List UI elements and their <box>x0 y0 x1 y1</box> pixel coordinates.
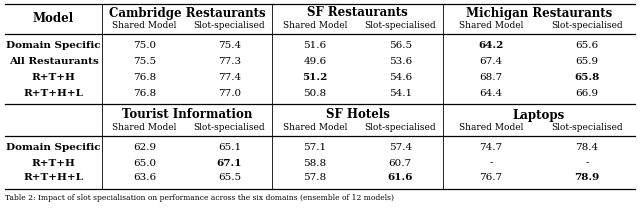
Text: 75.0: 75.0 <box>133 42 156 51</box>
Text: 63.6: 63.6 <box>133 173 156 182</box>
Text: 65.0: 65.0 <box>133 158 156 167</box>
Text: Slot-specialised: Slot-specialised <box>364 123 436 131</box>
Text: Slot-specialised: Slot-specialised <box>364 21 436 30</box>
Text: 65.9: 65.9 <box>575 57 598 67</box>
Text: 68.7: 68.7 <box>479 73 502 83</box>
Text: 78.4: 78.4 <box>575 144 598 152</box>
Text: R+T+H+L: R+T+H+L <box>24 89 83 99</box>
Text: 53.6: 53.6 <box>388 57 412 67</box>
Text: Shared Model: Shared Model <box>283 123 347 131</box>
Text: Shared Model: Shared Model <box>112 21 177 30</box>
Text: R+T+H: R+T+H <box>31 73 76 83</box>
Text: 76.8: 76.8 <box>133 73 156 83</box>
Text: 64.4: 64.4 <box>479 89 502 99</box>
Text: 51.2: 51.2 <box>302 73 328 83</box>
Text: Table 2: Impact of slot specialisation on performance across the six domains (en: Table 2: Impact of slot specialisation o… <box>5 194 394 202</box>
Text: 51.6: 51.6 <box>303 42 326 51</box>
Text: Shared Model: Shared Model <box>283 21 347 30</box>
Text: 54.1: 54.1 <box>388 89 412 99</box>
Text: All Restaurants: All Restaurants <box>8 57 99 67</box>
Text: 66.9: 66.9 <box>575 89 598 99</box>
Text: Slot-specialised: Slot-specialised <box>551 21 623 30</box>
Text: Shared Model: Shared Model <box>459 21 523 30</box>
Text: Shared Model: Shared Model <box>459 123 523 131</box>
Text: 78.9: 78.9 <box>574 173 600 182</box>
Text: R+T+H+L: R+T+H+L <box>24 173 83 182</box>
Text: Tourist Information: Tourist Information <box>122 109 252 121</box>
Text: Shared Model: Shared Model <box>112 123 177 131</box>
Text: Michigan Restaurants: Michigan Restaurants <box>466 6 612 20</box>
Text: 58.8: 58.8 <box>303 158 326 167</box>
Text: Slot-specialised: Slot-specialised <box>194 123 266 131</box>
Text: Slot-specialised: Slot-specialised <box>551 123 623 131</box>
Text: R+T+H: R+T+H <box>31 158 76 167</box>
Text: 61.6: 61.6 <box>387 173 413 182</box>
Text: 60.7: 60.7 <box>388 158 412 167</box>
Text: Cambridge Restaurants: Cambridge Restaurants <box>109 6 266 20</box>
Text: 54.6: 54.6 <box>388 73 412 83</box>
Text: 62.9: 62.9 <box>133 144 156 152</box>
Text: Laptops: Laptops <box>513 109 565 121</box>
Text: 77.3: 77.3 <box>218 57 241 67</box>
Text: SF Hotels: SF Hotels <box>326 109 389 121</box>
Text: 75.5: 75.5 <box>133 57 156 67</box>
Text: 76.7: 76.7 <box>479 173 502 182</box>
Text: 64.2: 64.2 <box>478 42 504 51</box>
Text: -: - <box>585 158 589 167</box>
Text: -: - <box>489 158 493 167</box>
Text: 77.0: 77.0 <box>218 89 241 99</box>
Text: 57.1: 57.1 <box>303 144 326 152</box>
Text: SF Restaurants: SF Restaurants <box>307 6 408 20</box>
Text: 67.4: 67.4 <box>479 57 502 67</box>
Text: 75.4: 75.4 <box>218 42 241 51</box>
Text: 65.6: 65.6 <box>575 42 598 51</box>
Text: 67.1: 67.1 <box>217 158 243 167</box>
Text: Domain Specific: Domain Specific <box>6 144 100 152</box>
Text: 77.4: 77.4 <box>218 73 241 83</box>
Text: 65.8: 65.8 <box>574 73 600 83</box>
Text: 49.6: 49.6 <box>303 57 326 67</box>
Text: 50.8: 50.8 <box>303 89 326 99</box>
Text: 57.4: 57.4 <box>388 144 412 152</box>
Text: 65.1: 65.1 <box>218 144 241 152</box>
Text: 76.8: 76.8 <box>133 89 156 99</box>
Text: 74.7: 74.7 <box>479 144 502 152</box>
Text: Domain Specific: Domain Specific <box>6 42 100 51</box>
Text: Model: Model <box>33 12 74 26</box>
Text: 56.5: 56.5 <box>388 42 412 51</box>
Text: 65.5: 65.5 <box>218 173 241 182</box>
Text: 57.8: 57.8 <box>303 173 326 182</box>
Text: Slot-specialised: Slot-specialised <box>194 21 266 30</box>
